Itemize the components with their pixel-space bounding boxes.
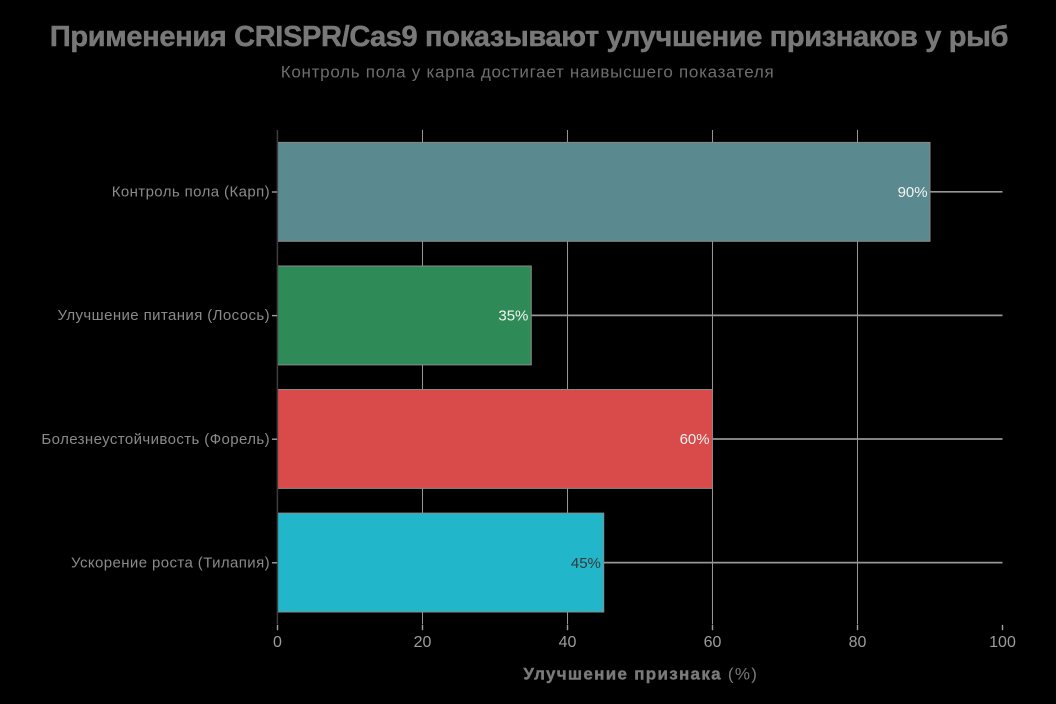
svg-text:Контроль пола (Карп): Контроль пола (Карп) (112, 184, 270, 201)
svg-text:40: 40 (559, 634, 577, 651)
svg-text:Болезнеустойчивость (Форель): Болезнеустойчивость (Форель) (41, 431, 270, 448)
svg-text:60: 60 (704, 634, 722, 651)
svg-text:80: 80 (849, 634, 867, 651)
svg-text:90%: 90% (898, 184, 928, 201)
svg-text:35%: 35% (498, 308, 528, 325)
svg-text:0: 0 (273, 634, 282, 651)
svg-text:45%: 45% (571, 555, 601, 572)
svg-text:Ускорение роста (Тилапия): Ускорение роста (Тилапия) (71, 554, 270, 571)
svg-text:20: 20 (414, 634, 432, 651)
svg-text:60%: 60% (680, 431, 710, 448)
svg-text:Улучшение питания (Лосось): Улучшение питания (Лосось) (57, 307, 270, 324)
svg-text:Улучшение признака (%): Улучшение признака (%) (523, 665, 758, 684)
svg-text:100: 100 (989, 634, 1016, 651)
svg-text:Контроль пола у карпа достигае: Контроль пола у карпа достигает наивысше… (281, 63, 775, 82)
svg-text:Применения CRISPR/Cas9 показыв: Применения CRISPR/Cas9 показывают улучше… (50, 21, 1008, 53)
